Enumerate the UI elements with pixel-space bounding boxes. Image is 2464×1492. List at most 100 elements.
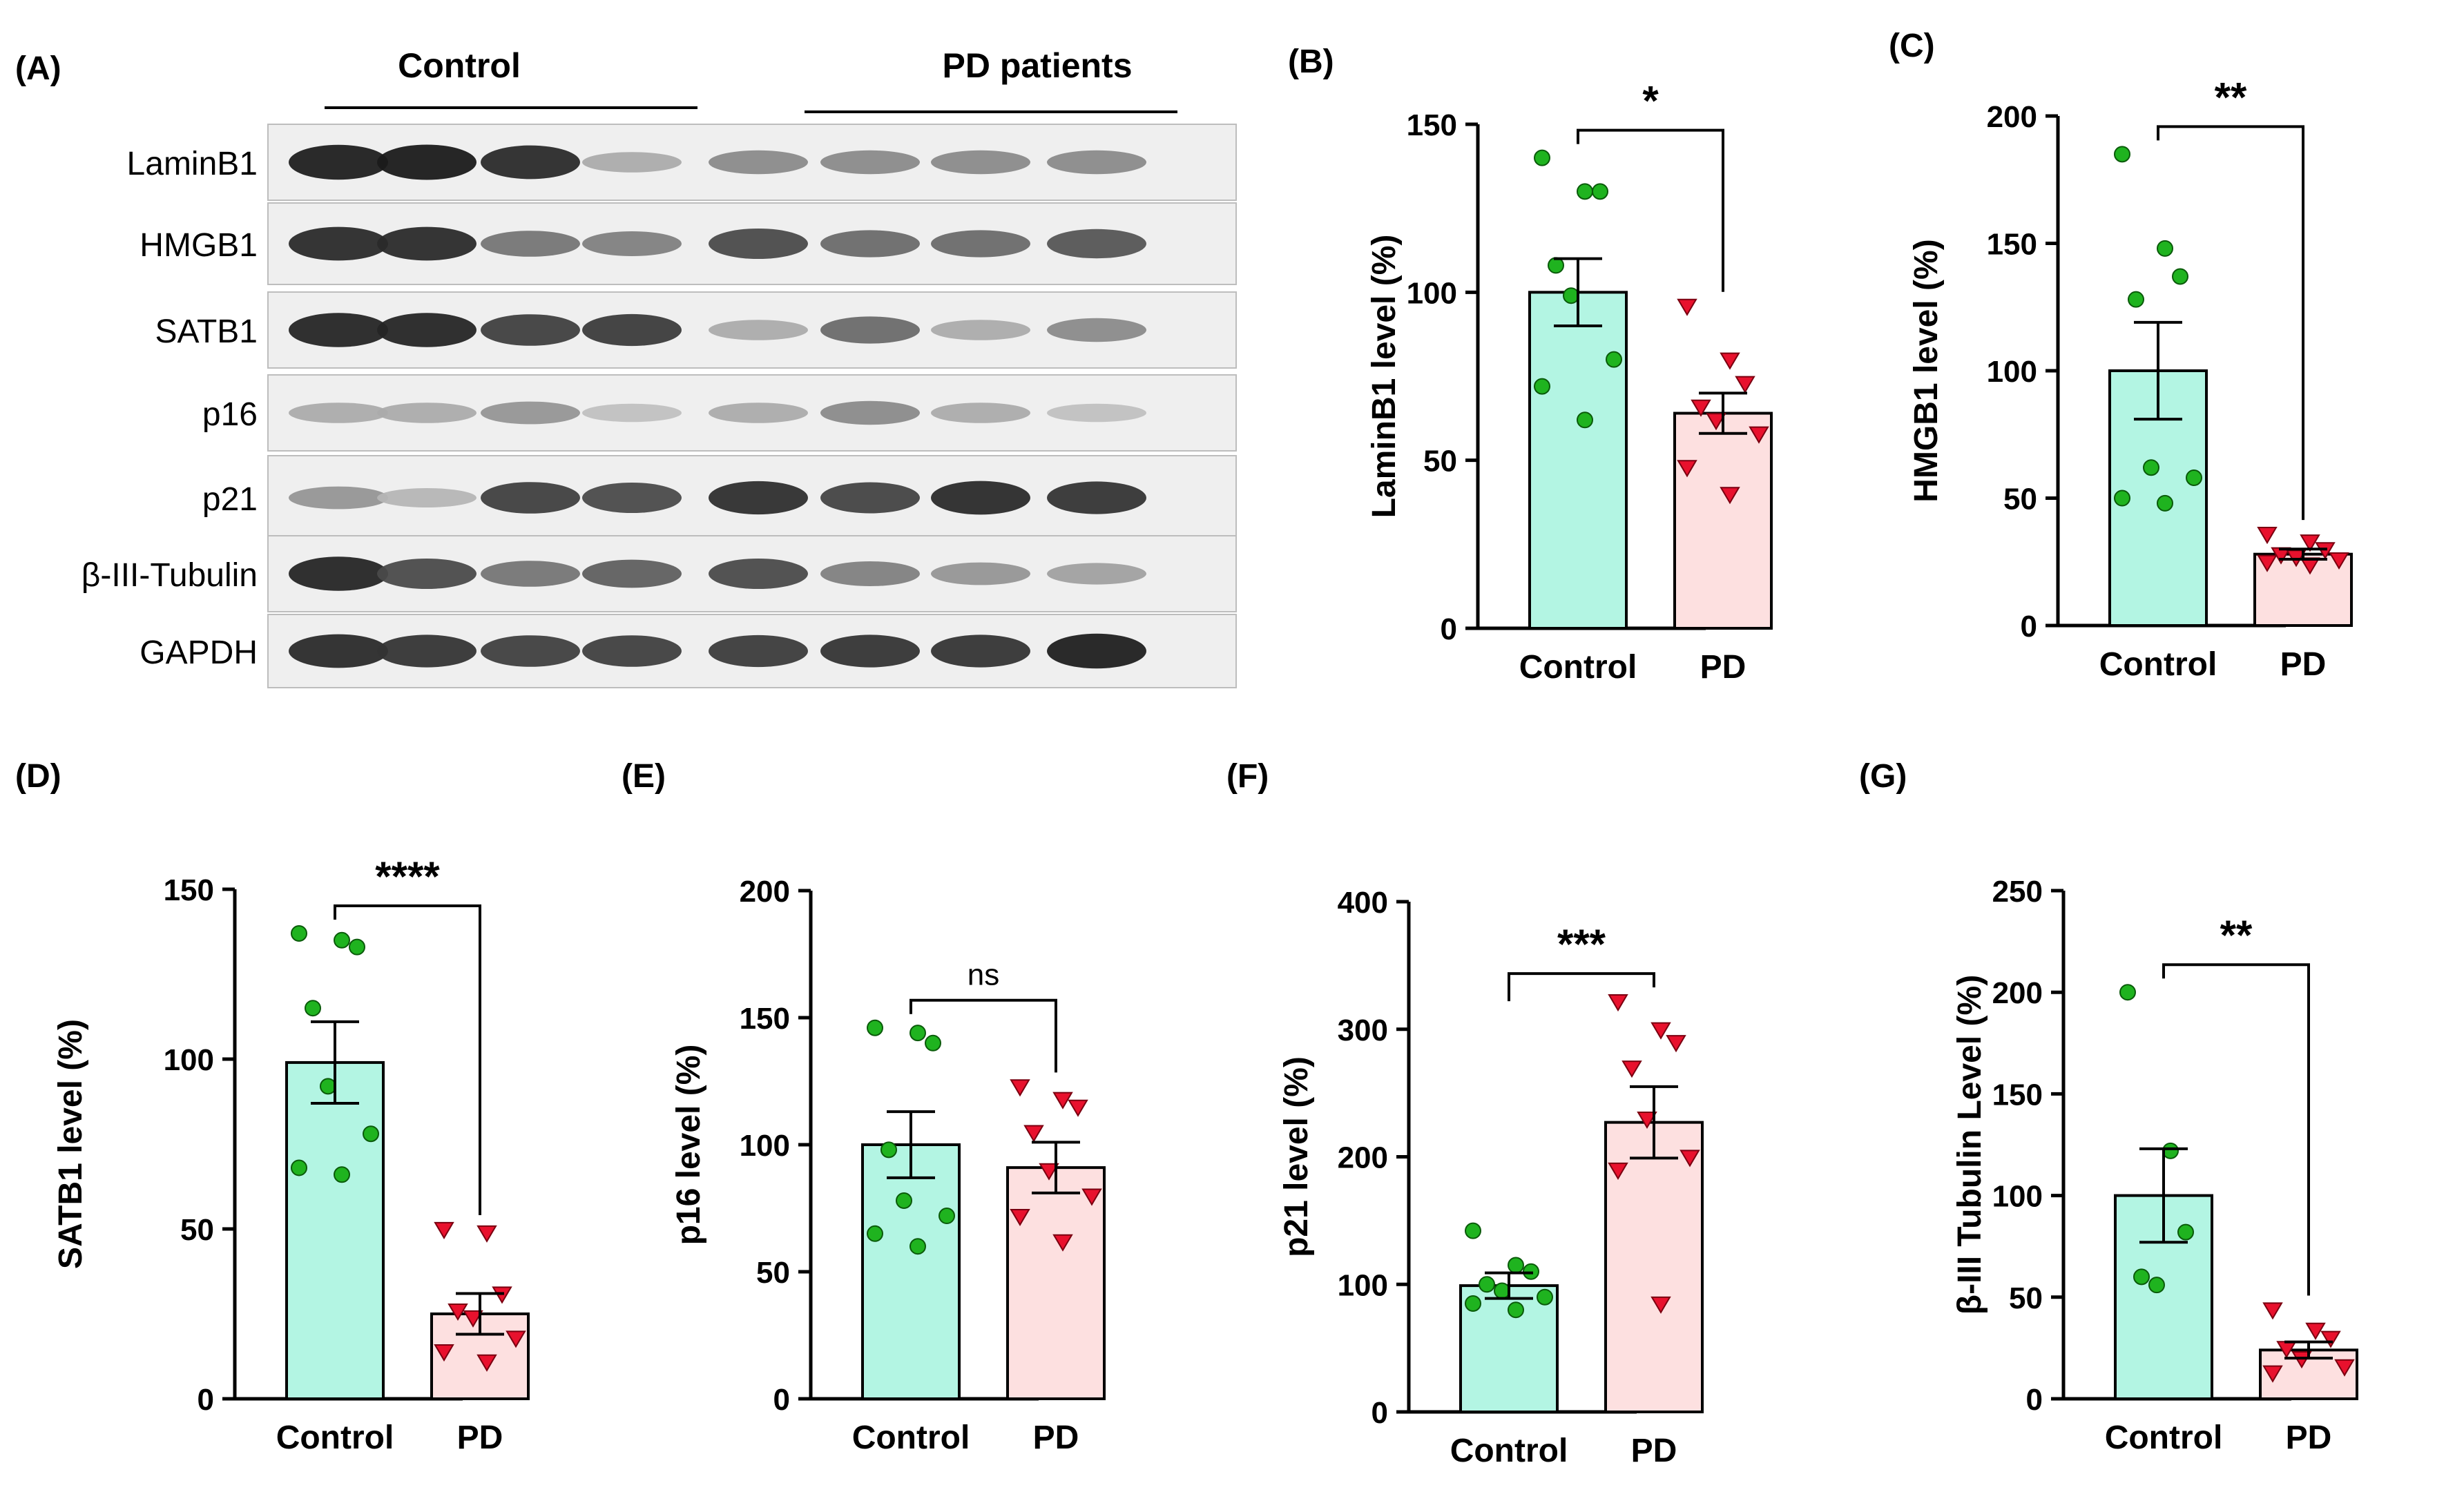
data-point-pd — [434, 1221, 454, 1239]
data-point-control — [1534, 149, 1550, 166]
blot-band — [1047, 150, 1146, 175]
data-point-control — [1592, 183, 1608, 200]
data-point-pd — [477, 1225, 497, 1243]
data-point-control — [909, 1238, 926, 1255]
blot-group-pd: PD patients — [942, 46, 1132, 85]
data-point-pd — [477, 1354, 497, 1372]
panel-label-c: (C) — [1889, 28, 1935, 64]
data-point-control — [896, 1192, 912, 1209]
data-point-control — [2177, 1223, 2194, 1241]
data-point-control — [2143, 459, 2159, 476]
significance-label: ** — [2215, 74, 2247, 120]
bar-control — [285, 1060, 385, 1401]
data-point-pd — [506, 1330, 526, 1348]
blot-band — [377, 634, 477, 668]
blot-band — [377, 313, 477, 347]
bar-charts: 0 50 100 150 LaminB1 level (%) Control PD * 0 50 1… — [52, 74, 2358, 1469]
significance-bracket — [2157, 125, 2304, 521]
y-axis-label: p16 level (%) — [671, 1045, 707, 1246]
data-point-control — [320, 1078, 336, 1095]
blot-band — [481, 401, 580, 425]
data-point-pd — [463, 1310, 483, 1328]
blot-band — [1047, 563, 1146, 585]
x-tick-label: PD — [2280, 646, 2327, 683]
blot-band — [709, 403, 808, 423]
data-point-pd — [434, 1344, 454, 1362]
data-point-pd — [1677, 460, 1697, 478]
panel-label-f: (F) — [1226, 758, 1269, 795]
y-tick-label: 50 — [1423, 445, 1457, 478]
data-point-pd — [1637, 1111, 1657, 1130]
data-point-pd — [1679, 1150, 1700, 1168]
significance-bracket — [2162, 963, 2310, 1296]
blot-band — [377, 226, 477, 261]
blot-band — [582, 559, 682, 588]
data-point-control — [867, 1019, 883, 1036]
blot-row-label: p21 — [202, 481, 258, 518]
blot-band — [289, 486, 388, 510]
western-blot: Control PD patients LaminB1 HMGB1 SATB1 p16… — [81, 46, 1237, 688]
x-tick-label: PD — [1033, 1420, 1079, 1456]
data-point-pd — [447, 1303, 468, 1321]
data-point-pd — [1621, 1060, 1642, 1078]
chart-f: 0 100 200 300 400 p21 level (%) Control PD *** — [1278, 886, 1704, 1469]
x-tick-label: PD — [2286, 1420, 2332, 1456]
data-point-control — [2128, 291, 2144, 308]
y-tick-label: 0 — [773, 1383, 790, 1417]
y-axis-label: LaminB1 level (%) — [1366, 235, 1403, 519]
blot-band — [931, 634, 1030, 668]
data-point-control — [1508, 1301, 1524, 1319]
data-point-control — [1563, 287, 1579, 304]
data-point-control — [2172, 268, 2188, 285]
blot-band — [709, 229, 808, 259]
data-point-control — [2119, 984, 2136, 1001]
blot-band — [1047, 481, 1146, 514]
y-axis-label: SATB1 level (%) — [52, 1019, 89, 1269]
bar-control — [1528, 291, 1628, 630]
blot-band — [931, 562, 1030, 585]
data-point-control — [2162, 1142, 2179, 1159]
blot-row-label: LaminB1 — [127, 146, 258, 182]
data-point-control — [939, 1208, 955, 1225]
blot-band — [931, 403, 1030, 423]
significance-label: ns — [968, 958, 999, 992]
blot-band — [481, 314, 580, 346]
data-point-pd — [1010, 1208, 1030, 1227]
blot-row-label: HMGB1 — [139, 227, 258, 264]
y-tick-label: 300 — [1338, 1014, 1388, 1047]
y-tick-label: 0 — [1441, 612, 1457, 646]
data-point-pd — [1010, 1079, 1030, 1097]
data-point-pd — [1068, 1099, 1088, 1117]
data-point-control — [291, 924, 307, 942]
data-point-pd — [1677, 298, 1697, 316]
y-tick-label: 200 — [1338, 1141, 1388, 1175]
blot-band — [481, 635, 580, 667]
blot-row-label: SATB1 — [155, 313, 258, 350]
blot-band — [931, 320, 1030, 340]
data-point-control — [349, 938, 365, 956]
significance-bracket — [909, 998, 1057, 1073]
y-tick-label: 150 — [164, 873, 214, 907]
data-point-control — [1606, 351, 1622, 368]
y-tick-label: 150 — [1987, 228, 2037, 262]
blot-band — [820, 482, 920, 514]
data-point-pd — [1735, 376, 1755, 394]
data-point-control — [2114, 146, 2130, 163]
data-point-pd — [1608, 994, 1628, 1012]
data-point-pd — [1650, 1022, 1671, 1040]
data-point-pd — [1052, 1092, 1073, 1110]
x-tick-label: Control — [1450, 1433, 1568, 1469]
y-tick-label: 400 — [1338, 886, 1388, 920]
data-point-pd — [2320, 1330, 2341, 1348]
data-point-pd — [2334, 1359, 2355, 1377]
y-tick-label: 100 — [164, 1043, 214, 1077]
y-tick-label: 200 — [1992, 976, 2043, 1010]
blot-row-label: p16 — [202, 396, 258, 433]
data-point-control — [1465, 1295, 1481, 1312]
blot-band — [289, 226, 388, 261]
bar-control — [861, 1143, 961, 1400]
blot-band — [582, 635, 682, 667]
data-point-pd — [1023, 1125, 1044, 1143]
x-tick-label: PD — [1631, 1433, 1677, 1469]
y-tick-label: 100 — [1407, 276, 1457, 310]
